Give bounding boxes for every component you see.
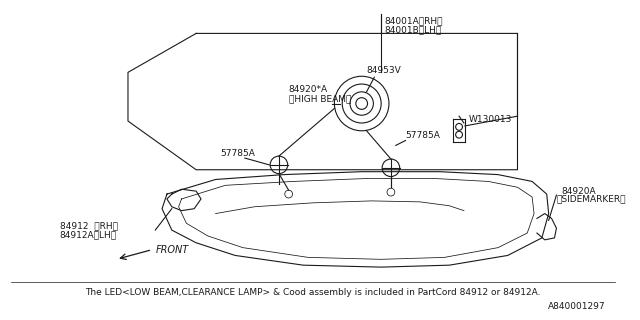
Text: 84912  〈RH〉: 84912 〈RH〉	[60, 222, 118, 231]
Text: 57785A: 57785A	[406, 131, 440, 140]
Text: W130013: W130013	[469, 115, 512, 124]
Text: FRONT: FRONT	[156, 244, 189, 255]
Text: 84920A: 84920A	[561, 187, 596, 196]
Text: 84920*A: 84920*A	[289, 85, 328, 94]
Text: 57785A: 57785A	[221, 149, 255, 158]
Text: 〈HIGH BEAM〉: 〈HIGH BEAM〉	[289, 94, 351, 103]
Text: 〈SIDEMARKER〉: 〈SIDEMARKER〉	[556, 195, 626, 204]
Text: The LED<LOW BEAM,CLEARANCE LAMP> & Cood assembly is included in PartCord 84912 o: The LED<LOW BEAM,CLEARANCE LAMP> & Cood …	[85, 288, 541, 297]
Text: A840001297: A840001297	[547, 301, 605, 311]
Text: 84001A〈RH〉: 84001A〈RH〉	[384, 16, 443, 25]
Text: 84953V: 84953V	[367, 66, 401, 75]
Text: 84912A〈LH〉: 84912A〈LH〉	[60, 230, 117, 239]
Text: 84001B〈LH〉: 84001B〈LH〉	[384, 25, 442, 34]
